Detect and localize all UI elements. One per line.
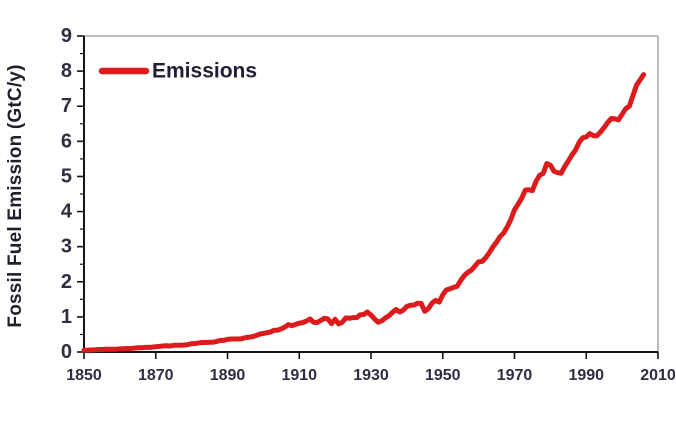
y-axis-ticks: [77, 35, 84, 353]
y-tick-label: 4: [61, 201, 73, 223]
y-tick-label: 5: [61, 165, 72, 187]
y-tick-label: 3: [61, 236, 72, 258]
y-axis-title: Fossil Fuel Emission (GtC/y): [5, 64, 26, 327]
y-tick-label: 9: [61, 25, 72, 47]
x-tick-label: 2010: [640, 367, 676, 384]
x-axis-tick-labels: 1850 1870 1890 1910 1930 1950 1970 1990 2010: [66, 367, 676, 384]
x-tick-label: 1930: [353, 367, 389, 384]
emissions-line-series: [81, 72, 647, 353]
x-tick-label: 1870: [138, 367, 174, 384]
y-tick-label: 1: [61, 306, 72, 328]
legend-label-emissions: Emissions: [152, 60, 257, 83]
x-axis-ticks: [83, 352, 659, 359]
y-tick-label: 7: [61, 95, 72, 117]
legend: Emissions: [98, 60, 257, 83]
x-tick-label: 1850: [66, 367, 102, 384]
y-axis-tick-labels: 0 1 2 3 4 5 6 7 8 9: [61, 25, 73, 363]
x-tick-label: 1950: [425, 367, 461, 384]
axes: [83, 36, 658, 353]
x-tick-label: 1990: [568, 367, 604, 384]
x-tick-label: 1890: [210, 367, 246, 384]
y-tick-label: 6: [61, 130, 72, 152]
plot-border: [84, 35, 659, 352]
x-tick-label: 1910: [281, 367, 317, 384]
y-tick-label: 0: [61, 341, 72, 363]
x-tick-label: 1970: [497, 367, 533, 384]
y-tick-label: 8: [61, 60, 72, 82]
y-tick-label: 2: [61, 271, 72, 293]
